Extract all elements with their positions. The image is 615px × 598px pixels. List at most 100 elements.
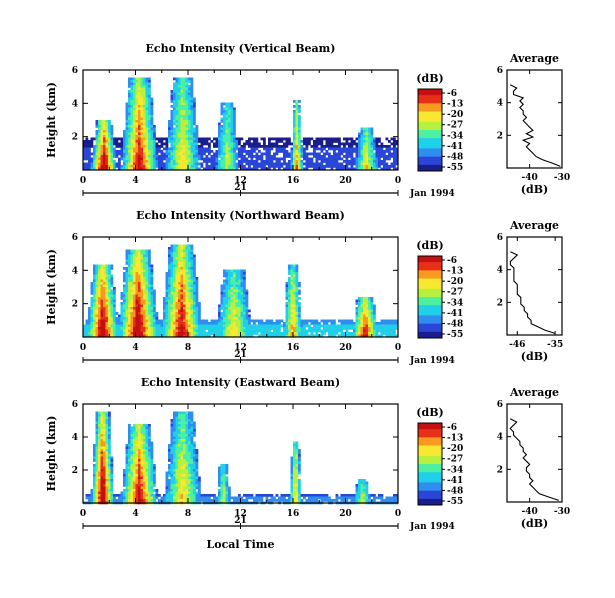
colorbar-segment	[418, 317, 442, 320]
colorbar: (dB) -6-13-20-27-34-41-48-55	[416, 406, 463, 507]
average-y-tick-label: 6	[497, 233, 503, 243]
colorbar-segment	[418, 119, 442, 123]
colorbar-segment	[418, 142, 442, 145]
colorbar-frame	[417, 88, 443, 172]
y-axis-label: Height (km)	[45, 82, 58, 158]
y-tick-label: 6	[72, 233, 78, 243]
colorbar-segment	[418, 325, 442, 329]
x-tick-label: 8	[185, 343, 191, 353]
colorbar-segment	[418, 123, 442, 127]
colorbar-segment	[418, 464, 442, 467]
colorbar-segment	[418, 278, 442, 281]
colorbar-tick-label: -41	[447, 309, 463, 319]
colorbar-segment	[418, 276, 442, 279]
x-tick-label: 16	[287, 343, 300, 353]
colorbar-segment	[418, 502, 442, 506]
x-tick-label: 12	[234, 176, 247, 186]
average-y-tick-label: 6	[497, 66, 503, 76]
x-tick-label: 20	[339, 509, 352, 519]
colorbar-segment	[418, 132, 442, 135]
colorbar-segment	[418, 297, 442, 300]
colorbar-segment	[418, 319, 442, 322]
colorbar: (dB) -6-13-20-27-34-41-48-55	[416, 239, 463, 340]
colorbar-segment	[418, 468, 442, 471]
colorbar-segment	[418, 299, 442, 302]
average-frame	[506, 236, 563, 336]
colorbar-segment	[418, 423, 442, 426]
colorbar-segment	[418, 274, 442, 277]
colorbar-tick-label: -55	[447, 330, 463, 340]
colorbar-tick-label: -48	[447, 319, 463, 329]
colorbar-tick-label: -27	[447, 288, 463, 298]
colorbar-tick-label: -55	[447, 497, 463, 507]
panel-2: Echo Intensity (Northward Beam) Height (k…	[45, 209, 563, 366]
colorbar-segment	[418, 138, 442, 141]
heatmap	[83, 77, 399, 171]
colorbar-segment	[418, 166, 442, 170]
colorbar-segment	[418, 451, 442, 455]
colorbar-segment	[418, 492, 442, 496]
colorbar-segment	[418, 333, 442, 337]
colorbar-segment	[418, 500, 442, 504]
colorbar-segment	[418, 470, 442, 473]
average-y-tick-label: 2	[497, 298, 503, 308]
colorbar-segment	[418, 152, 442, 155]
colorbar-segment	[418, 262, 442, 265]
colorbar-segment	[418, 91, 442, 94]
y-axis-label: Height (km)	[45, 416, 58, 492]
x-tick-label: 0	[395, 343, 401, 353]
colorbar-segment	[418, 270, 442, 273]
colorbar-segment	[418, 433, 442, 436]
average-x-label: (dB)	[521, 183, 548, 196]
colorbar-segment	[418, 156, 442, 160]
x-tick-label: 0	[80, 343, 86, 353]
colorbar-segment	[418, 144, 442, 147]
x-tick-label: 12	[234, 509, 247, 519]
y-tick-label: 2	[72, 133, 78, 143]
average-frame	[506, 403, 563, 503]
x-tick-label: 20	[339, 343, 352, 353]
colorbar-segment	[418, 445, 442, 448]
colorbar-tick-label: -27	[447, 455, 463, 465]
x-tick-label: 16	[287, 509, 300, 519]
colorbar-segment	[418, 441, 442, 444]
colorbar-segment	[418, 266, 442, 269]
colorbar-segment	[418, 313, 442, 316]
colorbar-segment	[418, 288, 442, 292]
y-tick-label: 2	[72, 466, 78, 476]
y-tick-label: 4	[72, 266, 78, 276]
colorbar-segment	[418, 478, 442, 481]
colorbar-segment	[418, 115, 442, 119]
colorbar-segment	[418, 427, 442, 430]
colorbar-segment	[418, 260, 442, 263]
colorbar-segment	[418, 290, 442, 294]
x-tick-label: 16	[287, 176, 300, 186]
heatmap	[83, 244, 399, 338]
x-tick-label: 12	[234, 343, 247, 353]
colorbar-segment	[418, 329, 442, 333]
average-title: Average	[509, 386, 559, 399]
y-tick-label: 4	[72, 99, 78, 109]
colorbar-tick-label: -20	[447, 110, 463, 120]
x-tick-label: 4	[132, 509, 138, 519]
colorbar-segment	[418, 490, 442, 494]
average-x-tick-label: -35	[547, 340, 563, 350]
average-y-tick-label: 2	[497, 131, 503, 141]
average-title: Average	[509, 219, 559, 232]
day-label: 21	[234, 183, 247, 193]
colorbar-segment	[418, 455, 442, 459]
panel-title: Echo Intensity (Vertical Beam)	[145, 42, 335, 55]
colorbar-segment	[418, 461, 442, 465]
y-tick-label: 2	[72, 300, 78, 310]
colorbar-segment	[418, 136, 442, 139]
panel-title: Echo Intensity (Northward Beam)	[136, 209, 345, 222]
date-label: Jan 1994	[409, 522, 455, 532]
colorbar-segment	[418, 457, 442, 461]
average-y-tick-label: 6	[497, 400, 503, 410]
colorbar-segment	[418, 121, 442, 125]
colorbar-segment	[418, 327, 442, 331]
colorbar-unit-label: (dB)	[416, 239, 443, 252]
colorbar-segment	[418, 97, 442, 100]
colorbar-segment	[418, 459, 442, 463]
colorbar-segment	[418, 449, 442, 453]
